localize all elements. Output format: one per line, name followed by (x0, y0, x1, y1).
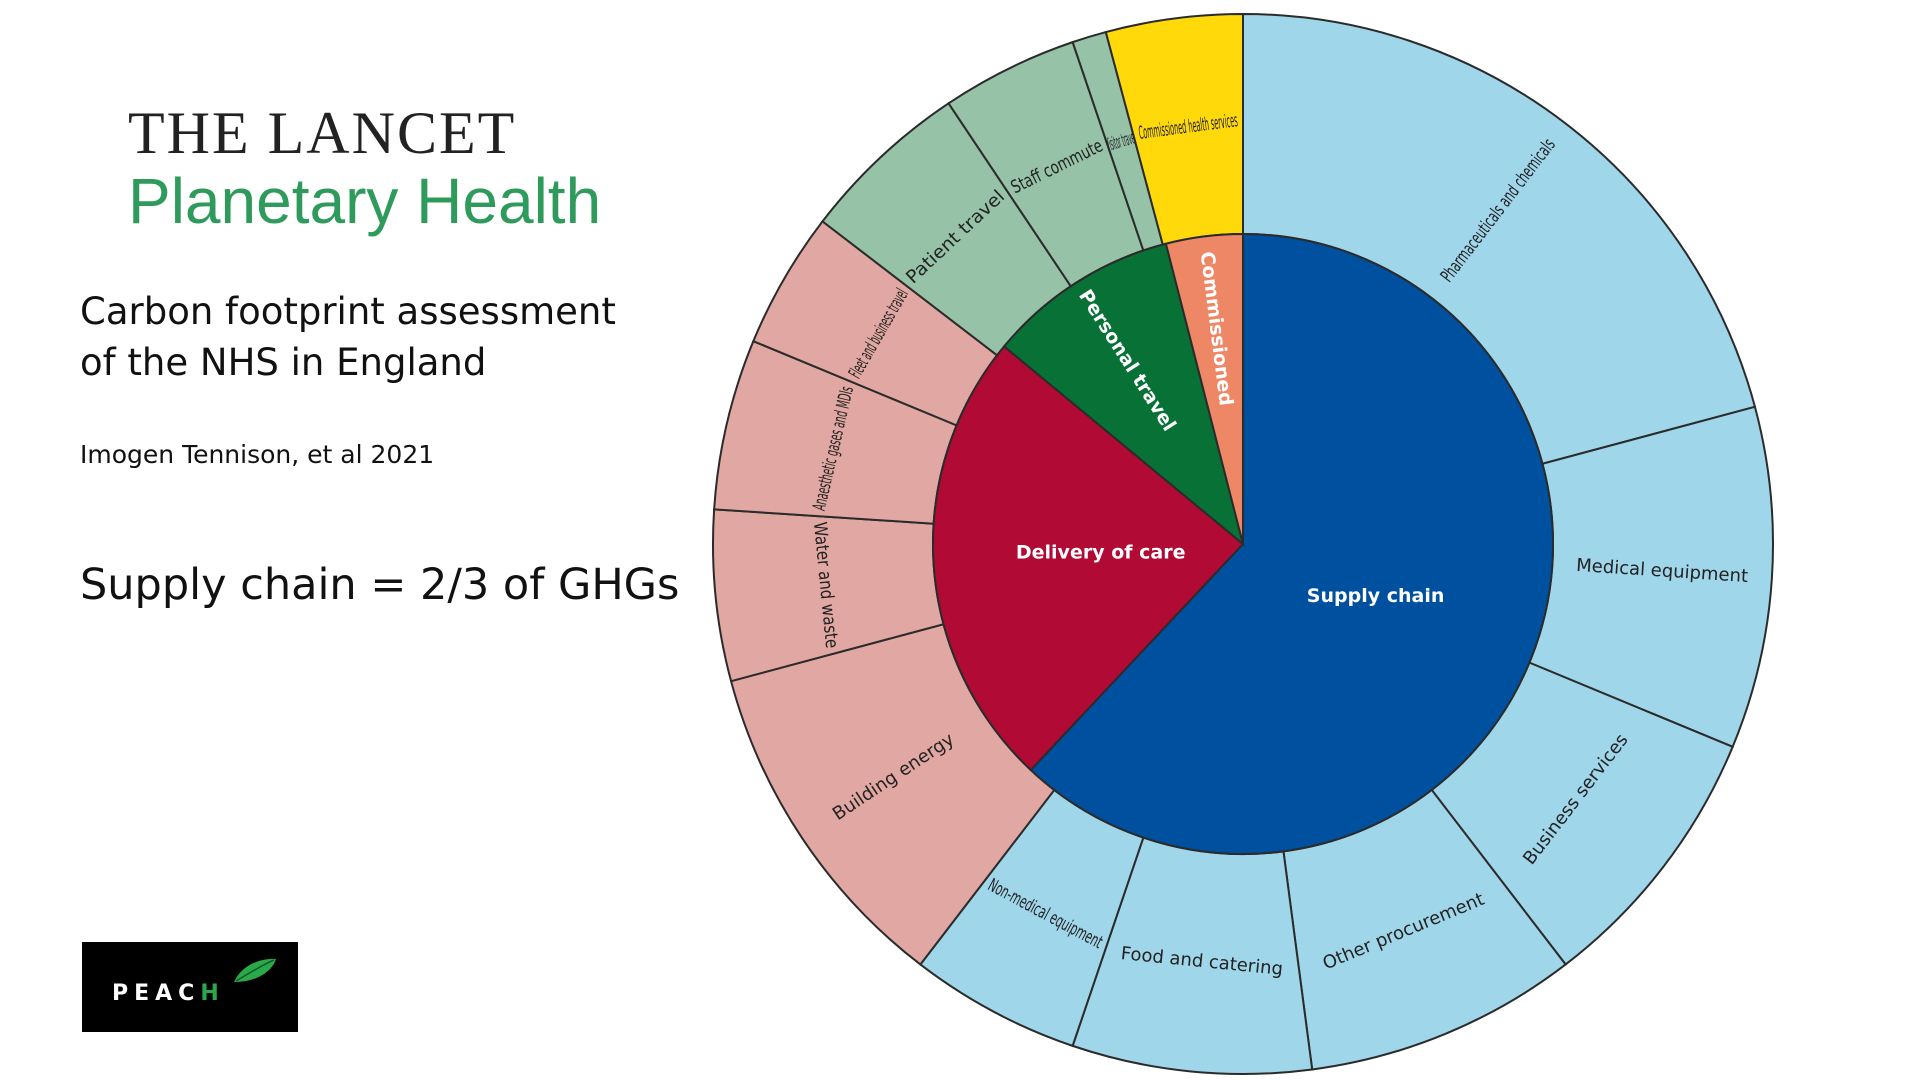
lancet-logo-title: THE LANCET (128, 100, 517, 166)
slide-title-line-1: Carbon footprint assessment (80, 290, 616, 333)
sunburst-inner-segment-personal-travel (1002, 242, 1245, 547)
sunburst-inner-label-delivery-of-care: Delivery of care (1016, 541, 1186, 563)
slide-title-line-2: of the NHS in England (80, 341, 487, 384)
slide-callout: Supply chain = 2/3 of GHGs (80, 560, 680, 610)
sunburst-inner-segment-supply-chain (1029, 232, 1554, 855)
peach-logo-text: PEACH (112, 981, 225, 1006)
peach-logo-text-main: PEAC (112, 981, 201, 1006)
peach-logo: PEACH (82, 942, 298, 1032)
sunburst-inner-label-supply-chain: Supply chain (1307, 585, 1445, 607)
slide-title: Carbon footprint assessment of the NHS i… (80, 286, 640, 388)
lancet-logo-subtitle: Planetary Health (128, 165, 602, 237)
slide-citation: Imogen Tennison, et al 2021 (80, 440, 435, 469)
sunburst-inner-segment-commissioned (1164, 232, 1244, 545)
peach-logo-text-accent: H (200, 981, 225, 1006)
sunburst-inner-segment-delivery-of-care (932, 344, 1245, 772)
leaf-icon (234, 958, 276, 982)
lancet-logo: THE LANCET Planetary Health (128, 100, 601, 236)
